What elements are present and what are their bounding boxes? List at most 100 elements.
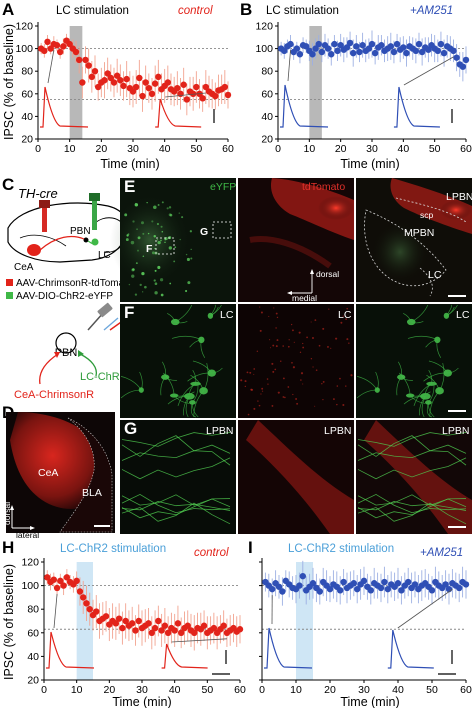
green-injection-needle <box>92 198 97 230</box>
lc-projection-line <box>87 240 95 245</box>
chart-h-y-tick-label: 100 <box>21 580 39 592</box>
chart-i-data-point <box>442 581 449 588</box>
panel-g-region-3: LPBN <box>442 425 469 437</box>
eyfp-cell <box>132 220 135 223</box>
eyfp-cell <box>168 246 173 250</box>
merge-label-lc: LC <box>428 269 442 281</box>
chart-a: IPSC (% of baseline) Time (min) LC stimu… <box>2 5 234 171</box>
chart-a-data-point <box>104 70 111 77</box>
chart-a-data-point <box>180 81 187 88</box>
red-punctum <box>287 345 290 348</box>
chart-i-data-point <box>299 572 306 580</box>
chart-a-data-point <box>85 62 92 69</box>
chart-i-data-point <box>340 578 347 586</box>
red-punctum <box>322 398 324 401</box>
merge-label-scp: scp <box>420 210 434 220</box>
chart-i-data-point <box>309 580 317 587</box>
chart-i-data-point <box>279 588 286 595</box>
chart-a-x-tick-label: 60 <box>222 143 234 155</box>
chart-b-x-tick-label: 10 <box>303 143 315 155</box>
chart-b-x-tick-label: 30 <box>366 143 378 155</box>
panel-g-fibers-merge <box>357 432 467 525</box>
chart-a-post-trace <box>155 98 202 128</box>
eyfp-cell <box>142 232 145 235</box>
lc-neurite <box>425 339 438 348</box>
chart-b-data-point <box>434 47 441 55</box>
red-punctum <box>330 347 332 349</box>
cea-fluorescence <box>10 412 105 509</box>
eyfp-cell <box>131 274 135 278</box>
lc-neurite <box>160 376 166 396</box>
lc-axon-fiber <box>357 450 467 466</box>
eyfp-cell <box>190 248 192 251</box>
eyfp-cell <box>173 260 176 263</box>
lc-axon-fiber <box>121 502 231 525</box>
red-punctum <box>260 311 263 314</box>
chart-h-data-point <box>129 620 136 627</box>
panel-d-label-cea: CeA <box>38 467 58 479</box>
chart-h-y-tick-label: 40 <box>27 651 39 663</box>
lc-axon-fiber <box>121 435 231 457</box>
chart-a-data-point <box>151 80 159 87</box>
panel-d-micrograph: CeA BLA dorsal lateral <box>2 412 115 540</box>
panel-letter-b: B <box>240 0 252 19</box>
chart-a-data-point <box>60 43 67 50</box>
chart-h-ylabel: IPSC (% of baseline) <box>2 564 16 680</box>
red-punctum <box>250 388 253 391</box>
lc-neurite <box>139 371 143 391</box>
chart-i-data-point <box>405 578 412 586</box>
eyfp-cell <box>164 241 166 244</box>
lc-input-arrow <box>79 353 98 377</box>
pbn-region-dot <box>83 237 89 243</box>
lc-neurite <box>411 304 429 323</box>
red-punctum <box>342 404 345 407</box>
red-punctum <box>272 344 275 347</box>
lc-axon-fiber <box>121 493 231 514</box>
lc-neurite <box>401 376 414 381</box>
eyfp-cell <box>160 239 162 242</box>
chart-a-x-tick-label: 10 <box>64 143 76 155</box>
panel-letter-i: I <box>248 538 253 557</box>
chart-h-y-tick-label: 80 <box>27 604 39 616</box>
red-punctum <box>339 377 341 380</box>
chart-b-y-tick-label: 120 <box>255 21 273 33</box>
red-punctum <box>284 396 286 399</box>
lc-neurite <box>183 396 190 416</box>
legend-label-chr2: AAV-DIO-ChR2-eYFP <box>16 291 113 302</box>
chart-a-data-point <box>193 83 200 91</box>
chart-i-data-point <box>337 587 344 594</box>
panel-f-region-2: LC <box>338 309 352 321</box>
lc-neurite <box>192 369 197 384</box>
chart-i-data-point <box>367 587 374 594</box>
lc-neurite <box>185 396 190 418</box>
red-punctum <box>244 385 247 388</box>
panel-f-neurons-eyfp <box>120 304 223 418</box>
chart-b-data-point <box>337 42 344 49</box>
merge-green-glow <box>372 222 428 282</box>
red-punctum <box>253 407 256 410</box>
chart-h-x-tick-label: 10 <box>71 684 83 696</box>
schematic-label-cea: CeA <box>14 262 34 273</box>
red-punctum <box>295 397 298 400</box>
chart-a-data-point <box>82 56 89 64</box>
chart-b-data-point <box>371 49 379 57</box>
red-punctum <box>269 339 271 341</box>
eyfp-cell <box>156 222 160 226</box>
chart-a-data-point <box>113 72 121 79</box>
red-punctum <box>345 318 347 320</box>
lc-neurite <box>410 391 431 397</box>
eyfp-cell <box>186 257 190 261</box>
red-punctum <box>291 361 293 364</box>
chart-i-arrow-post <box>397 588 453 629</box>
chart-a-data-point <box>56 48 64 56</box>
red-punctum <box>336 385 339 387</box>
chart-b-x-tick-label: 60 <box>460 143 472 155</box>
chart-h-x-tick-label: 40 <box>169 684 181 696</box>
brain-inner-line <box>19 234 67 247</box>
chart-a-y-tick-label: 100 <box>15 43 33 55</box>
lc-neurite <box>210 304 222 317</box>
red-punctum <box>292 329 294 332</box>
eyfp-cell-dots <box>124 201 193 297</box>
eyfp-cell <box>134 293 138 296</box>
lc-neurite <box>375 371 379 391</box>
